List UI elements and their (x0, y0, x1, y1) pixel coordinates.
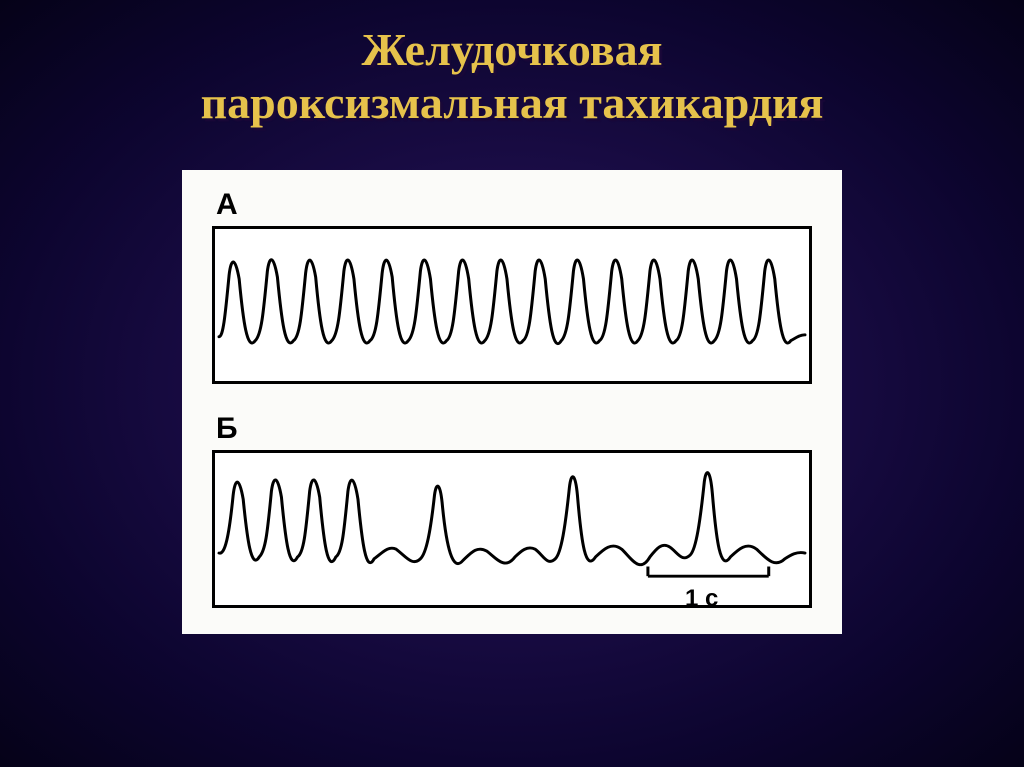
time-scale-label: 1 с (685, 585, 718, 608)
panel-a-box (212, 226, 812, 384)
time-scale-bar (648, 566, 769, 576)
panel-b: Б 1 с (212, 412, 812, 608)
ecg-figure: А Б 1 с (182, 170, 842, 634)
page-title: Желудочковая пароксизмальная тахикардия (0, 0, 1024, 130)
panel-a-label: А (216, 188, 812, 222)
title-line1: Желудочковая (0, 24, 1024, 77)
panel-a: А (212, 188, 812, 384)
trace-a (215, 229, 809, 381)
title-line2: пароксизмальная тахикардия (0, 77, 1024, 130)
panel-b-label: Б (216, 412, 812, 446)
trace-b (215, 453, 809, 605)
panel-b-box: 1 с (212, 450, 812, 608)
